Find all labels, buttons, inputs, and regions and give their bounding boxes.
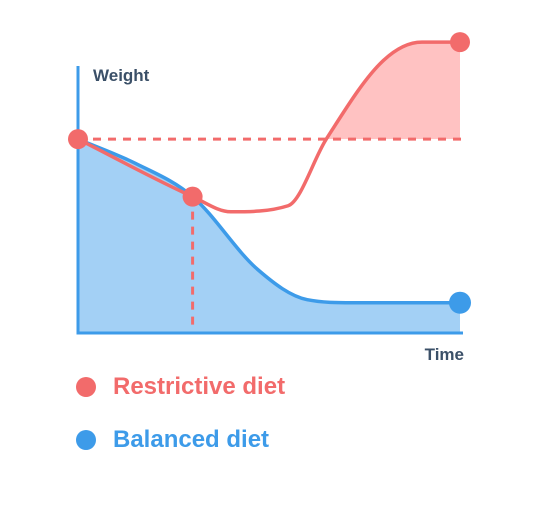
balanced-diet-marker-0 xyxy=(449,291,471,314)
balanced-diet-line xyxy=(77,137,460,305)
legend-balanced-label: Balanced diet xyxy=(113,426,270,453)
legend-balanced: Balanced diet xyxy=(76,426,269,454)
y-axis-label: Weight xyxy=(93,66,150,85)
restrictive-diet-marker-2 xyxy=(450,32,470,53)
restrictive-diet-area xyxy=(78,42,460,140)
legend-balanced-marker xyxy=(76,430,96,450)
legend-restrictive: Restrictive diet xyxy=(76,373,285,401)
legend-restrictive-label: Restrictive diet xyxy=(113,373,286,400)
legend-restrictive-marker xyxy=(76,377,96,397)
restrictive-diet-marker-0 xyxy=(68,129,88,150)
restrictive-diet-marker-1 xyxy=(182,186,203,207)
x-axis-label: Time xyxy=(425,345,464,364)
